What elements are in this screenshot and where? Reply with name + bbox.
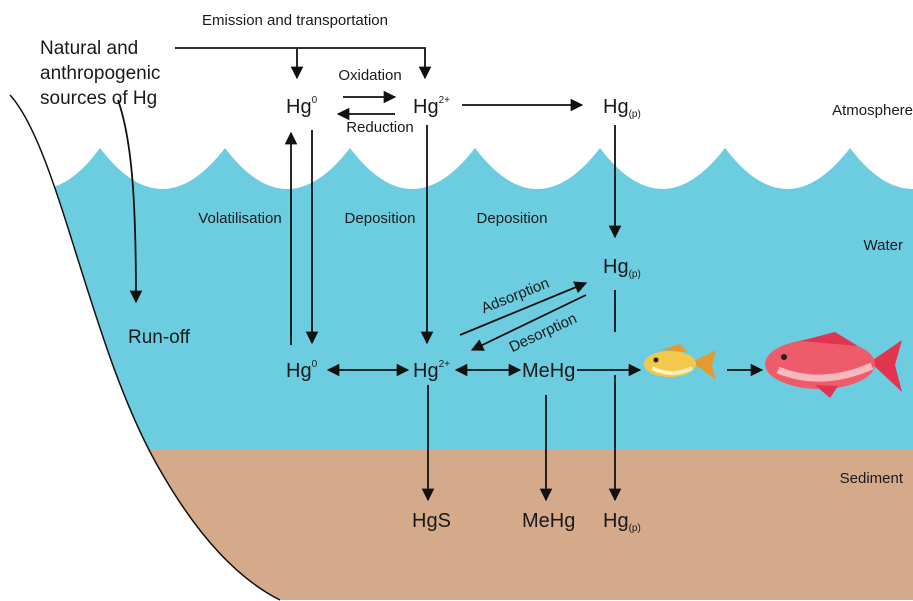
process-label: Deposition [477,210,548,227]
species-sub: (p) [629,109,641,120]
species-sub: (p) [629,269,641,280]
species: Hg(p) [603,96,641,120]
sediment-layer [10,450,913,600]
species-sup: 0 [312,95,318,106]
species-sup: 2+ [439,95,451,106]
zone-label: Sediment [840,470,904,487]
process-label: Deposition [345,210,416,227]
species-base: Hg [413,360,439,382]
species: Hg2+ [413,359,450,382]
species-sub: (p) [629,523,641,534]
species-sup: 2+ [439,359,451,370]
species-base: Hg [286,360,312,382]
source-line: sources of Hg [40,88,157,109]
basin-outline [9,94,281,601]
species: HgS [412,510,451,532]
small-fish [644,344,716,380]
species-base: Hg [286,96,312,118]
process-label: Reduction [346,119,414,136]
species: Hg0 [286,359,318,382]
species: Hg(p) [603,510,641,534]
species: MeHg [522,360,575,382]
species: MeHg [522,510,575,532]
process-label: Volatilisation [198,210,281,227]
title: Emission and transportation [202,12,388,29]
source-line: Natural and [40,38,138,59]
zone-label: Atmosphere [832,102,913,119]
species: Hg2+ [413,95,450,118]
large-fish [765,332,902,398]
species-base: Hg [603,256,629,278]
species-sup: 0 [312,359,318,370]
source-line: anthropogenic [40,63,160,84]
species-base: Hg [603,510,629,532]
arrows [117,47,764,502]
process-label: Oxidation [338,67,401,84]
species: Hg0 [286,95,318,118]
zone-label: Water [864,237,903,254]
process-label: Run-off [128,327,191,348]
species-base: Hg [603,96,629,118]
water-body [10,148,913,452]
species: Hg(p) [603,256,641,280]
species-base: Hg [413,96,439,118]
